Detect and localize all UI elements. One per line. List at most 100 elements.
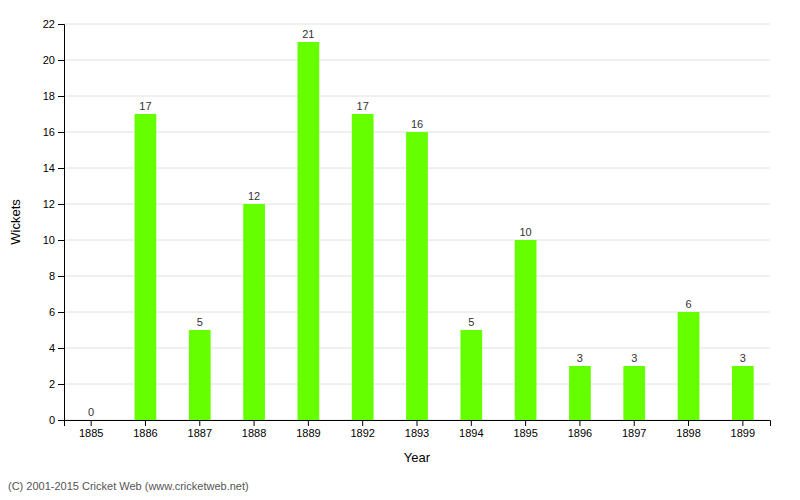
tick: 1887: [188, 420, 212, 439]
data-label: 3: [577, 352, 583, 364]
bar: [189, 330, 211, 420]
bar: [569, 366, 591, 420]
axis-line: [58, 25, 65, 421]
tick-mark: [362, 420, 363, 426]
bar: [732, 366, 754, 420]
tick: 2: [49, 378, 64, 390]
tick: 22: [43, 18, 64, 30]
bar: [80, 420, 102, 421]
bars: [135, 42, 754, 420]
tick: 1885: [79, 420, 103, 439]
tick-mark: [417, 420, 418, 426]
tick-mark: [58, 24, 64, 25]
bar: [352, 114, 374, 420]
data-label: 21: [302, 28, 314, 40]
footer: (C) 2001-2015 Cricket Web (www.cricketwe…: [8, 480, 249, 492]
tick-label: 1888: [242, 427, 266, 439]
tick-mark: [308, 420, 309, 426]
bar: [135, 114, 157, 420]
tick: 1894: [459, 420, 483, 439]
grid-line: [64, 96, 770, 97]
tick-label: 1885: [79, 427, 103, 439]
plot: 0 17 5 12 21 17 16 5 10 3 3 6 3 1885 18 8 6 1887 1888 1889 1…: [43, 18, 771, 439]
tick-label: 1896: [568, 427, 592, 439]
tick-label: 18: [43, 90, 55, 102]
tick-mark: [145, 420, 146, 426]
tick-label: 0: [49, 414, 55, 426]
bar: [623, 366, 645, 420]
data-label: 3: [631, 352, 637, 364]
data-label: 16: [411, 118, 423, 130]
tick-mark: [58, 204, 64, 205]
bar: [298, 42, 320, 420]
bar: [515, 240, 537, 420]
tick-label: 1898: [676, 427, 700, 439]
tick-label: 8: [49, 270, 55, 282]
tick-mark: [58, 132, 64, 133]
tick-mark: [688, 420, 689, 426]
y-axis-label: Wickets: [8, 199, 23, 245]
tick-mark: [58, 276, 64, 277]
tick-mark: [525, 420, 526, 426]
tick-label: 6: [49, 306, 55, 318]
tick-mark: [58, 168, 64, 169]
tick-label: 2: [49, 378, 55, 390]
x-axis: 1885188618871888188918921893189418951896…: [65, 420, 771, 439]
data-label: 5: [197, 316, 203, 328]
tick-label: 4: [49, 342, 55, 354]
tick-mark: [471, 420, 472, 426]
tick-label: 20: [43, 54, 55, 66]
tick-mark: [579, 420, 580, 426]
data-label: 3: [740, 352, 746, 364]
tick-mark: [58, 420, 64, 421]
bar: [243, 204, 265, 420]
tick-label: 1892: [350, 427, 374, 439]
tick-label: 16: [43, 126, 55, 138]
grid-line: [64, 24, 770, 25]
tick: 20: [43, 54, 64, 66]
tick: 16: [43, 126, 64, 138]
data-labels: 0175122117165103363: [88, 28, 746, 418]
tick: 1899: [731, 420, 755, 439]
tick-label: 1897: [622, 427, 646, 439]
tick: 10: [43, 234, 64, 246]
tick: 1888: [242, 420, 266, 439]
tick: 12: [43, 198, 64, 210]
tick: 1896: [568, 420, 592, 439]
tick-label: 22: [43, 18, 55, 30]
tick: 8: [49, 270, 64, 282]
tick-mark: [199, 420, 200, 426]
tick-mark: [58, 96, 64, 97]
data-label: 6: [685, 298, 691, 310]
data-label: 17: [139, 100, 151, 112]
tick-label: 1895: [513, 427, 537, 439]
tick-label: 10: [43, 234, 55, 246]
grid-line: [64, 60, 770, 61]
tick: 1897: [622, 420, 646, 439]
data-label: 0: [88, 406, 94, 418]
tick-mark: [58, 312, 64, 313]
tick: 1898: [676, 420, 700, 439]
tick-label: 1889: [296, 427, 320, 439]
tick: 14: [43, 162, 64, 174]
tick-label: 1899: [731, 427, 755, 439]
data-label: 17: [357, 100, 369, 112]
y-axis: 0 2 4 6 8 10 12 14 16 18 20 22: [43, 18, 65, 426]
tick: 1895: [513, 420, 537, 439]
grid: [64, 24, 770, 420]
tick-mark: [254, 420, 255, 426]
tick-mark: [58, 240, 64, 241]
tick: 1889: [296, 420, 320, 439]
bar: [460, 330, 482, 420]
tick-label: 1894: [459, 427, 483, 439]
x-axis-label: Year: [404, 450, 431, 465]
bar: [678, 312, 700, 420]
tick-mark: [58, 60, 64, 61]
tick-label: 1887: [188, 427, 212, 439]
tick-mark: [91, 420, 92, 426]
tick-label: 1893: [405, 427, 429, 439]
tick-mark: [58, 348, 64, 349]
chart: 0 17 5 12 21 17 16 5 10 3 3 6 3 1885 18 8 6 1887 1888 1889 1…: [0, 0, 800, 500]
tick-mark: [634, 420, 635, 426]
data-label: 5: [468, 316, 474, 328]
